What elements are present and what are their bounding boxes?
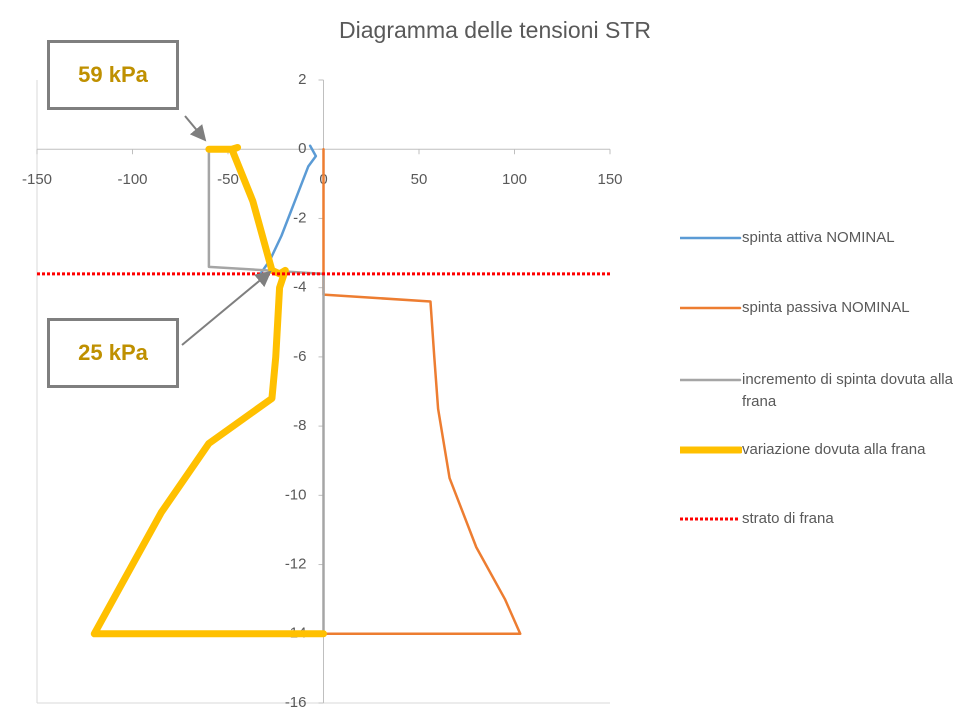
y-tick-label: -12 <box>285 556 307 573</box>
x-tick-label: -100 <box>117 171 147 188</box>
y-tick-label: -10 <box>285 486 307 503</box>
legend-entry: spinta passiva NOMINAL <box>680 297 970 319</box>
legend-label: spinta passiva NOMINAL <box>742 299 910 316</box>
x-tick-label: 100 <box>502 171 527 188</box>
x-tick-label: 150 <box>597 171 622 188</box>
series-line <box>90 143 327 638</box>
legend-swatch <box>680 306 742 310</box>
x-tick-label: -150 <box>22 171 52 188</box>
annotation: 59 kPa <box>47 40 179 110</box>
legend-swatch <box>680 446 742 454</box>
y-tick-label: -2 <box>293 209 306 226</box>
y-tick-label: 0 <box>298 140 306 157</box>
series-line <box>322 147 522 636</box>
annotation: 25 kPa <box>47 318 179 388</box>
legend-label: strato di frana <box>742 510 834 527</box>
legend-entry: variazione dovuta alla frana <box>680 439 970 461</box>
legend-swatch <box>680 236 742 240</box>
legend-entry: spinta attiva NOMINAL <box>680 227 970 249</box>
y-tick-label: -6 <box>293 348 306 365</box>
legend-entry: strato di frana <box>680 508 970 530</box>
x-tick-label: -50 <box>217 171 239 188</box>
legend-label: incremento di spinta dovuta alla frana <box>742 371 953 410</box>
series-line <box>207 147 325 636</box>
legend-swatch <box>680 517 740 521</box>
y-tick-label: 2 <box>298 71 306 88</box>
x-tick-label: 50 <box>411 171 428 188</box>
legend-label: spinta attiva NOMINAL <box>742 229 895 246</box>
legend-swatch <box>680 378 742 382</box>
y-tick-label: -8 <box>293 417 306 434</box>
legend-entry: incremento di spinta dovuta alla frana <box>680 369 970 413</box>
y-tick-label: -4 <box>293 279 306 296</box>
y-tick-label: -16 <box>285 694 307 711</box>
chart-title: Diagramma delle tensioni STR <box>339 17 651 43</box>
legend-label: variazione dovuta alla frana <box>742 441 926 458</box>
